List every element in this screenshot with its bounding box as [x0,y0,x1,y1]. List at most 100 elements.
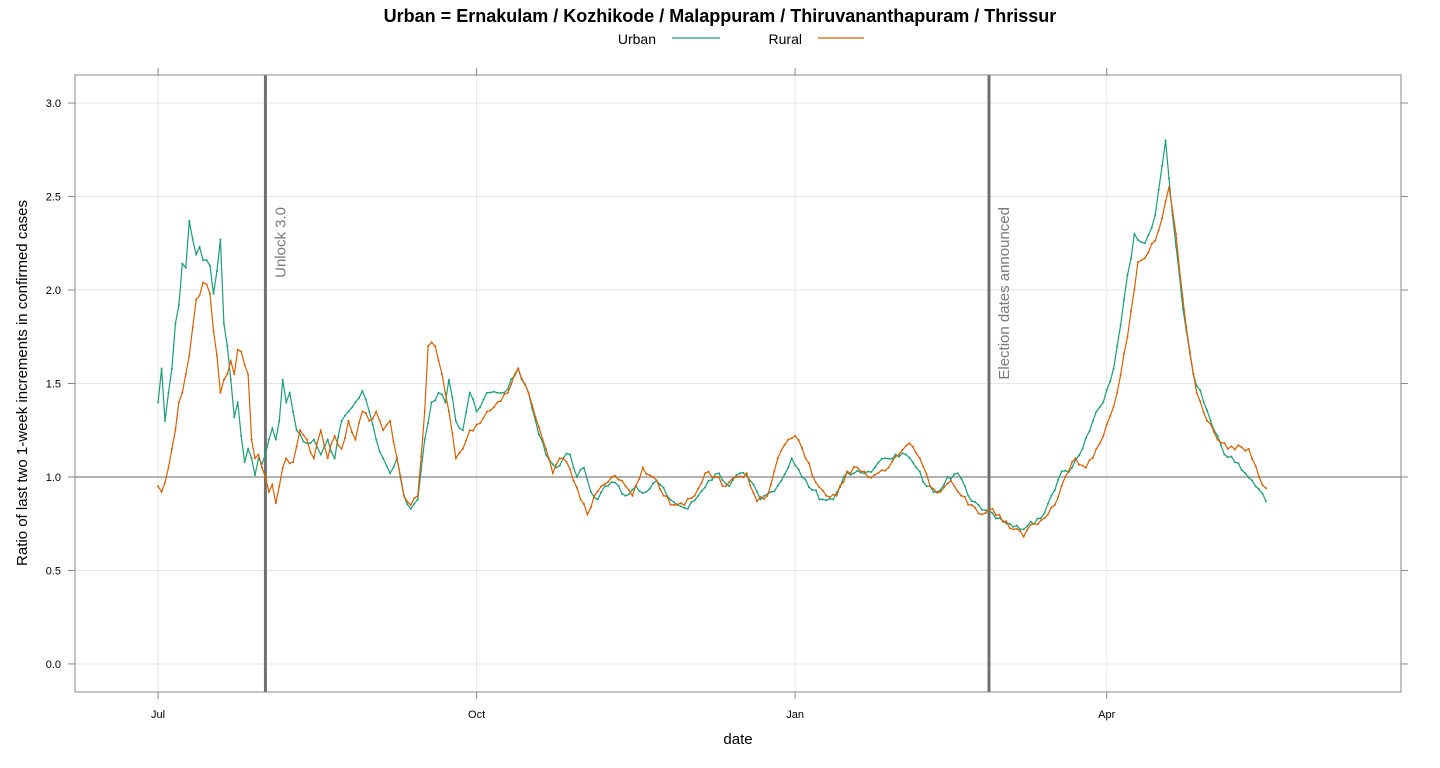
data-point [849,472,852,475]
data-point [589,490,592,493]
x-tick-label: Jul [151,709,165,721]
data-point [1102,401,1105,404]
data-point [884,457,887,460]
data-point [292,461,295,463]
data-point [797,439,800,442]
data-point [849,473,852,476]
data-point [1223,442,1226,445]
data-point [693,499,696,502]
data-point [866,470,869,473]
data-point [416,494,419,497]
data-point [1175,232,1177,235]
data-point [1202,401,1205,404]
data-point [645,472,648,475]
data-point [357,422,360,425]
data-point [669,498,672,501]
data-point [344,437,346,439]
data-point [1091,419,1094,422]
data-point [1019,528,1022,531]
data-point [718,476,720,479]
data-point [420,455,423,458]
data-point [233,416,236,419]
data-point [451,432,454,435]
data-point [454,457,457,460]
data-point [198,294,201,297]
data-point [409,507,412,510]
data-point [1230,445,1233,448]
data-point [1119,324,1122,327]
data-point [686,507,689,510]
data-point [191,326,194,329]
data-point [1088,459,1091,462]
data-point [1265,500,1267,503]
data-point [814,489,817,492]
data-point [970,500,973,503]
data-point [714,476,717,478]
data-point [707,470,710,473]
data-point [967,494,970,497]
data-point [586,513,589,516]
data-point [1258,488,1261,491]
data-point [191,238,194,241]
data-point [953,485,956,488]
data-point [565,461,568,463]
data-point [1161,217,1164,220]
data-point [240,434,243,437]
data-point [627,489,630,491]
data-point [662,486,665,489]
data-point [579,468,582,471]
data-point [776,457,779,460]
data-point [621,492,623,495]
data-point [261,466,263,469]
data-point [1261,492,1264,495]
data-point [859,470,862,473]
data-point [1078,454,1080,457]
data-point [371,423,374,426]
data-point [773,490,776,493]
data-point [337,436,340,439]
data-point [1071,466,1074,469]
data-point [1188,350,1191,353]
data-point [1181,298,1184,301]
data-point [402,494,405,497]
data-point [531,403,533,406]
data-point [839,484,842,487]
data-point [936,491,939,494]
data-point [894,453,897,456]
data-point [790,437,793,440]
data-point [486,410,488,413]
data-point [1226,456,1229,459]
data-point [773,469,776,472]
data-point [1261,484,1264,487]
data-point [1001,520,1004,523]
data-point [510,378,513,381]
data-point [610,476,613,478]
data-point [752,492,755,495]
data-point [655,479,658,482]
data-point [662,494,665,497]
data-point [631,488,634,491]
data-point [652,482,655,485]
data-point [382,429,385,432]
data-point [572,466,575,469]
data-point [1244,449,1247,452]
data-point [676,503,679,506]
data-point [1098,406,1101,408]
data-point [1216,434,1219,437]
data-point [956,472,959,475]
data-point [351,431,353,434]
data-point [1060,470,1063,473]
data-point [392,466,395,469]
data-point [537,433,540,436]
annotation-label: Election dates announced [996,207,1013,380]
data-point [738,472,741,475]
data-point [1247,476,1250,479]
data-point [354,438,357,441]
data-point [853,472,855,475]
y-tick-label: 2.0 [46,285,61,297]
data-point [1254,485,1257,488]
data-point [399,476,402,479]
data-point [1133,288,1136,291]
data-point [617,485,620,487]
data-point [766,494,769,497]
